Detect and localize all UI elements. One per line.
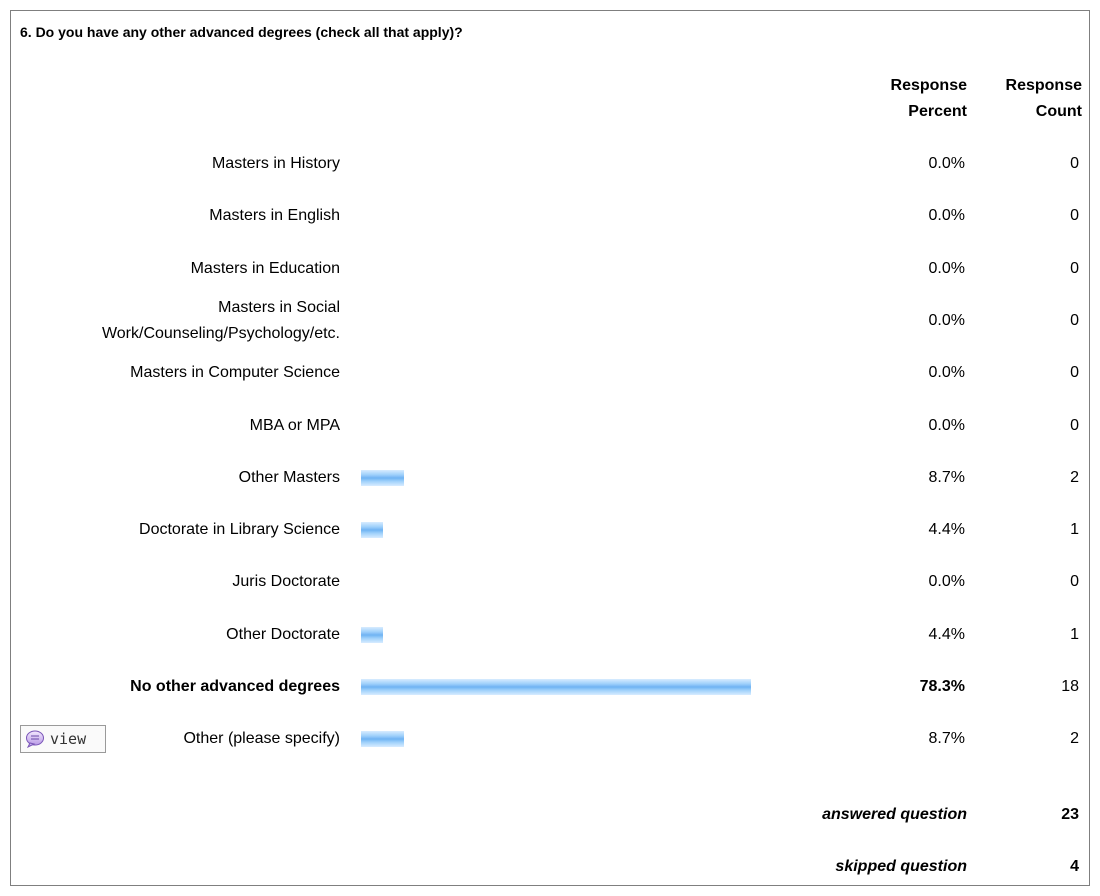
bar-track (361, 365, 751, 381)
response-count: 0 (1070, 207, 1079, 225)
speech-bubble-icon (26, 730, 44, 749)
response-percent: 0.0% (928, 311, 965, 329)
view-button-label: view (50, 730, 87, 749)
bar-track (361, 522, 751, 539)
row-label-line: MBA or MPA (249, 416, 340, 434)
answered-question-value: 23 (1061, 806, 1079, 823)
view-responses-button[interactable]: view (20, 725, 106, 754)
bar-track (361, 731, 751, 748)
row-label-line: Masters in Computer Science (130, 364, 340, 382)
response-count: 0 (1070, 573, 1079, 591)
bar-track (361, 208, 751, 224)
table-row: Masters in Computer Science 0.0% 0 (0, 347, 1100, 399)
bar-track (361, 156, 751, 172)
response-count: 2 (1070, 468, 1079, 486)
row-label: Masters in Computer Science (0, 347, 340, 399)
row-label-line: Work/Counseling/Psychology/etc. (101, 324, 340, 342)
response-count: 2 (1070, 730, 1079, 748)
response-percent: 8.7% (928, 730, 965, 748)
response-count: 0 (1070, 259, 1079, 277)
question-title: 6. Do you have any other advanced degree… (20, 24, 463, 40)
response-percent: 78.3% (919, 678, 965, 695)
response-percent: 8.7% (928, 468, 965, 486)
row-label: Masters in English (0, 190, 340, 242)
table-row: MBA or MPA 0.0% 0 (0, 400, 1100, 452)
row-label: Other (please specify) (0, 713, 340, 765)
table-row: Other (please specify) 8.7% 2 view (0, 713, 1100, 765)
header-percent-line2: Percent (908, 103, 967, 120)
skipped-question-label: skipped question (835, 858, 967, 875)
table-row: Juris Doctorate 0.0% 0 (0, 556, 1100, 608)
row-label: MBA or MPA (0, 400, 340, 452)
header-percent-line1: Response (890, 77, 967, 94)
row-label: Masters in Social Work/Counseling/Psychol… (0, 295, 340, 347)
response-percent: 0.0% (928, 364, 965, 382)
table-row: Masters in English 0.0% 0 (0, 190, 1100, 242)
response-percent: 0.0% (928, 416, 965, 434)
bar-track (361, 313, 751, 329)
response-bar (361, 731, 405, 748)
row-label: No other advanced degrees (0, 661, 340, 713)
skipped-question-value: 4 (1070, 858, 1079, 875)
bar-track (361, 418, 751, 434)
response-count: 0 (1070, 416, 1079, 434)
table-row: Other Masters 8.7% 2 (0, 452, 1100, 504)
response-percent: 0.0% (928, 207, 965, 225)
row-label-line: Masters in Education (190, 259, 340, 277)
row-label-line: Other (please specify) (183, 730, 340, 748)
row-label-line: Masters in History (211, 155, 340, 172)
row-label-line: Masters in Social (218, 298, 340, 316)
row-label-line: Doctorate in Library Science (139, 521, 340, 539)
table-row: No other advanced degrees 78.3% 18 (0, 661, 1100, 713)
header-response-count: Response Count (1006, 73, 1082, 125)
response-bar (361, 522, 383, 539)
row-label-line: Other Masters (238, 468, 340, 486)
response-bar (361, 626, 383, 643)
response-count: 18 (1061, 678, 1079, 695)
response-percent: 0.0% (928, 259, 965, 277)
bar-track (361, 626, 751, 643)
answered-question-label: answered question (822, 806, 967, 823)
response-count: 0 (1070, 364, 1079, 382)
row-label-line: No other advanced degrees (130, 678, 340, 695)
row-label: Masters in History (0, 138, 340, 190)
row-label-line: Juris Doctorate (232, 573, 340, 591)
row-label: Doctorate in Library Science (0, 504, 340, 556)
table-row: Masters in Education 0.0% 0 (0, 243, 1100, 295)
table-row: Other Doctorate 4.4% 1 (0, 609, 1100, 661)
response-bar (361, 469, 405, 486)
table-row: Masters in Social Work/Counseling/Psychol… (0, 295, 1100, 347)
row-label-line: Masters in English (209, 207, 340, 225)
response-percent: 4.4% (928, 625, 965, 643)
header-count-line1: Response (1005, 77, 1082, 94)
response-percent: 4.4% (928, 521, 965, 539)
response-count: 1 (1070, 625, 1079, 643)
row-label: Other Masters (0, 452, 340, 504)
bar-track (361, 469, 751, 486)
row-label: Other Doctorate (0, 609, 340, 661)
row-label-line: Other Doctorate (226, 625, 340, 643)
response-count: 1 (1070, 521, 1079, 539)
row-label: Masters in Education (0, 243, 340, 295)
response-percent: 0.0% (928, 573, 965, 591)
question-frame (10, 10, 1090, 886)
row-label: Juris Doctorate (0, 556, 340, 608)
response-bar (361, 679, 751, 695)
header-count-line2: Count (1035, 103, 1082, 120)
header-response-percent: Response Percent (891, 73, 967, 125)
response-count: 0 (1070, 311, 1079, 329)
response-percent: 0.0% (928, 155, 965, 172)
bar-track (361, 261, 751, 277)
table-row: Masters in History 0.0% 0 (0, 138, 1100, 190)
bar-track (361, 574, 751, 590)
table-row: Doctorate in Library Science 4.4% 1 (0, 504, 1100, 556)
response-count: 0 (1070, 155, 1079, 172)
bar-track (361, 679, 751, 695)
